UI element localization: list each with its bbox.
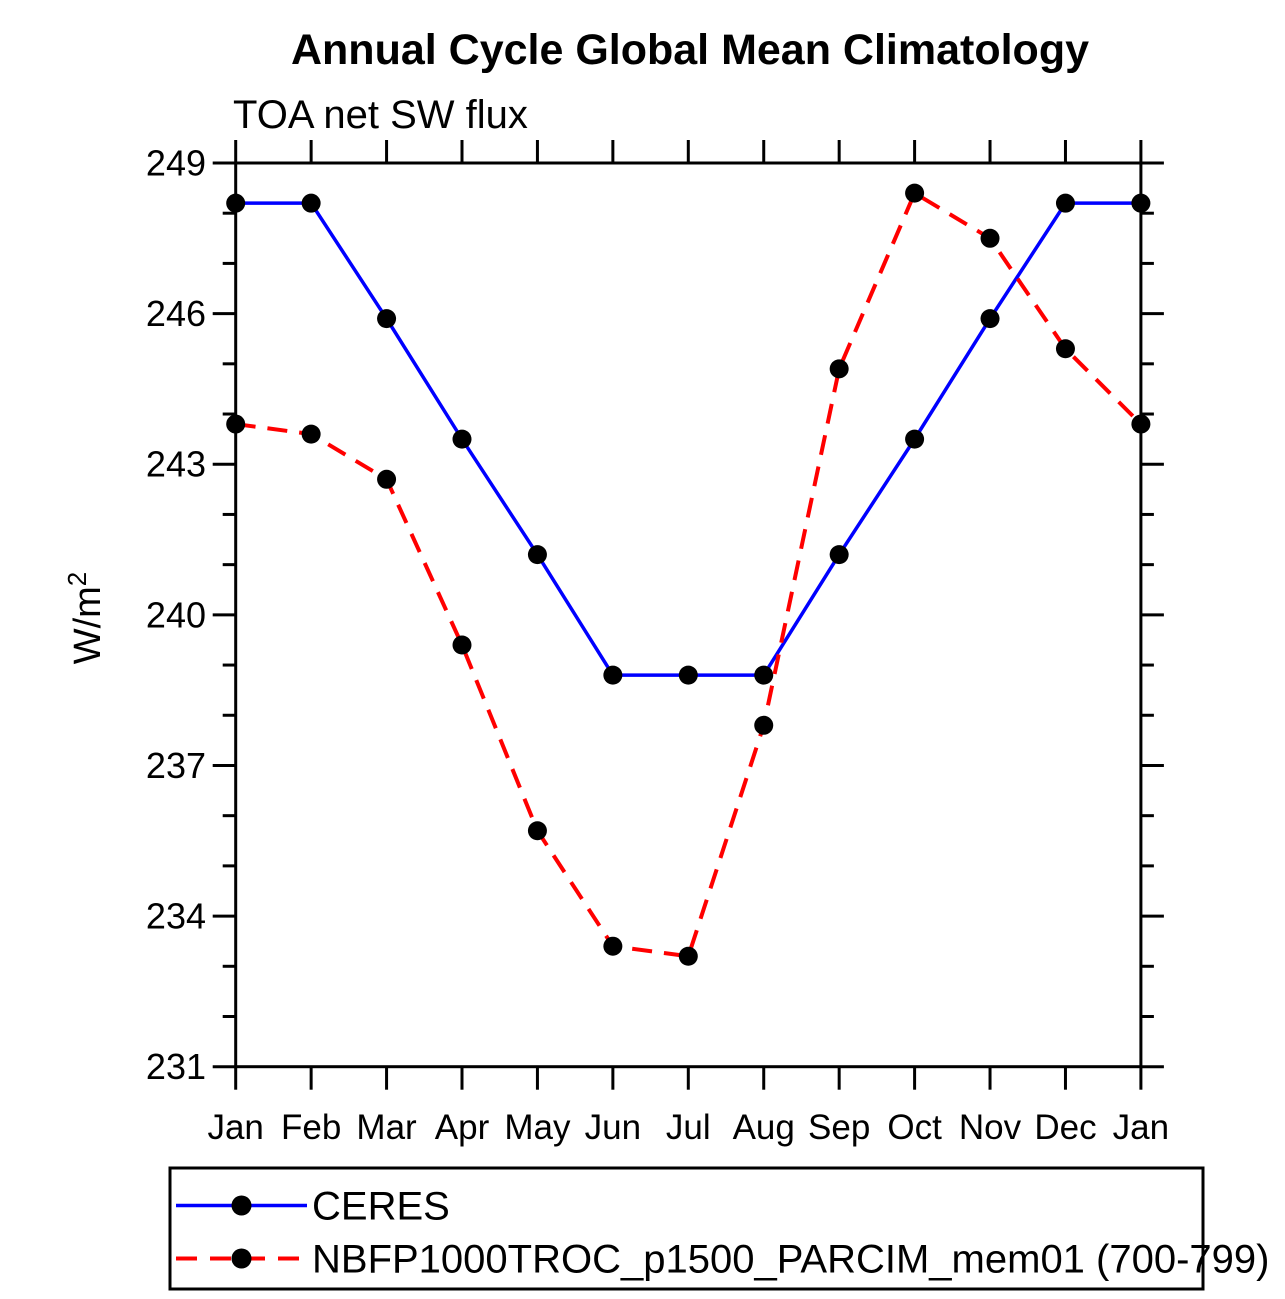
- data-point-marker: [527, 821, 547, 841]
- data-point-marker: [980, 309, 1000, 329]
- data-point-marker: [678, 665, 698, 685]
- x-tick-label: Sep: [808, 1108, 870, 1147]
- y-tick-labels: 231 234 237 240 243 246 249: [146, 143, 206, 1088]
- data-point-marker: [377, 309, 397, 329]
- x-tick-label: Apr: [435, 1108, 490, 1147]
- x-tick-label: Nov: [959, 1108, 1022, 1147]
- data-series: [226, 183, 1151, 966]
- legend-marker-ceres: [231, 1195, 252, 1216]
- y-tick-label: 231: [146, 1046, 206, 1087]
- data-point-marker: [226, 414, 246, 434]
- legend-label-ceres: CERES: [312, 1185, 450, 1229]
- x-tick-label: Oct: [887, 1108, 942, 1147]
- data-point-marker: [754, 715, 774, 735]
- x-tick-label: Dec: [1034, 1108, 1096, 1147]
- legend-box: [168, 1166, 1205, 1291]
- x-tick-label: May: [504, 1108, 571, 1147]
- data-point-marker: [452, 635, 472, 655]
- x-tick-label: Feb: [281, 1108, 341, 1147]
- x-tick-label: Jan: [1113, 1108, 1169, 1147]
- x-tick-label: Jun: [585, 1108, 641, 1147]
- y-tick-label: 234: [146, 896, 206, 937]
- legend: CERES NBFP1000TROC_p1500_PARCIM_mem01 (7…: [168, 1166, 1269, 1291]
- data-point-marker: [980, 228, 1000, 248]
- series-line-0: [235, 201, 1141, 677]
- y-axis-label-base: W/m: [67, 586, 109, 664]
- data-point-marker: [1131, 193, 1151, 213]
- data-point-marker: [678, 946, 698, 966]
- y-axis-label-exponent: 2: [62, 572, 92, 586]
- x-tick-label: Jan: [207, 1108, 263, 1147]
- data-point-marker: [603, 665, 623, 685]
- y-tick-label: 243: [146, 444, 206, 485]
- data-point-marker: [754, 665, 774, 685]
- data-point-marker: [905, 183, 925, 203]
- x-tick-label: Aug: [733, 1108, 795, 1147]
- data-point-marker: [452, 429, 472, 449]
- legend-label-nbfp: NBFP1000TROC_p1500_PARCIM_mem01 (700-799…: [312, 1238, 1269, 1282]
- data-point-marker: [1055, 193, 1075, 213]
- data-point-marker: [377, 469, 397, 489]
- data-point-marker: [905, 429, 925, 449]
- y-tick-label: 237: [146, 745, 206, 786]
- chart-title: Annual Cycle Global Mean Climatology: [291, 26, 1089, 74]
- chart-subtitle: TOA net SW flux: [233, 93, 528, 137]
- y-tick-label: 240: [146, 594, 206, 635]
- data-point-marker: [226, 193, 246, 213]
- x-tick-label: Jul: [666, 1108, 711, 1147]
- y-tick-label: 249: [146, 143, 206, 184]
- data-point-marker: [527, 545, 547, 565]
- axis-ticks: [212, 140, 1164, 1090]
- data-point-marker: [829, 545, 849, 565]
- y-tick-label: 246: [146, 293, 206, 334]
- series-line-1: [235, 190, 1143, 959]
- data-point-marker: [1055, 339, 1075, 359]
- y-axis-label: W/m2: [62, 572, 109, 665]
- legend-marker-nbfp: [231, 1248, 252, 1269]
- data-point-marker: [829, 359, 849, 379]
- x-tick-label: Mar: [356, 1108, 417, 1147]
- data-point-marker: [1131, 414, 1151, 434]
- data-point-marker: [301, 424, 321, 444]
- data-point-marker: [301, 193, 321, 213]
- data-point-marker: [603, 936, 623, 956]
- x-tick-labels: Jan Feb Mar Apr May Jun Jul Aug Sep Oct Nov Dec Jan: [207, 1108, 1169, 1147]
